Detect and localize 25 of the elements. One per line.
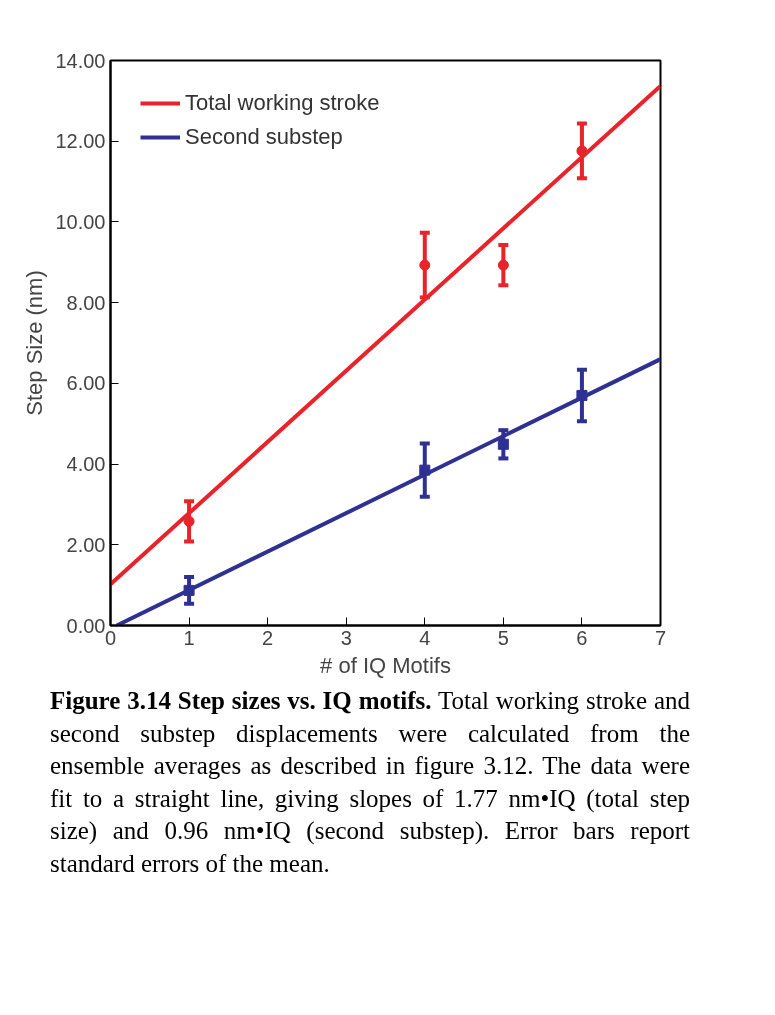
- x-tick-label: 2: [262, 626, 274, 649]
- x-tick-label: 3: [340, 626, 352, 649]
- x-axis-title: # of IQ Motifs: [320, 652, 451, 678]
- y-tick-label: 4.00: [66, 453, 106, 476]
- point: [183, 515, 195, 527]
- point: [497, 438, 509, 450]
- point: [497, 259, 509, 271]
- x-tick-label: 5: [497, 626, 509, 649]
- y-tick-label: 2.00: [66, 533, 106, 556]
- x-tick-label: 1: [183, 626, 195, 649]
- caption: Figure 3.14 Step sizes vs. IQ motifs.: [50, 687, 432, 714]
- legend-label: Second substep: [185, 124, 343, 150]
- legend-label: Total working stroke: [185, 90, 380, 116]
- y-tick-label: 10.00: [55, 210, 106, 233]
- x-tick-label: 6: [576, 626, 588, 649]
- y-tick-label: 6.00: [66, 372, 106, 395]
- point: [419, 259, 431, 271]
- y-tick-label: 14.00: [55, 49, 106, 72]
- x-tick-label: 7: [654, 626, 667, 649]
- y-axis-title: Step Size (nm): [22, 270, 48, 416]
- y-tick-label: 8.00: [66, 291, 106, 314]
- x-tick-label: 0: [104, 626, 117, 649]
- y-tick-label: 0.00: [66, 614, 106, 637]
- y-tick-label: 12.00: [55, 130, 106, 153]
- x-tick-label: 4: [419, 626, 431, 649]
